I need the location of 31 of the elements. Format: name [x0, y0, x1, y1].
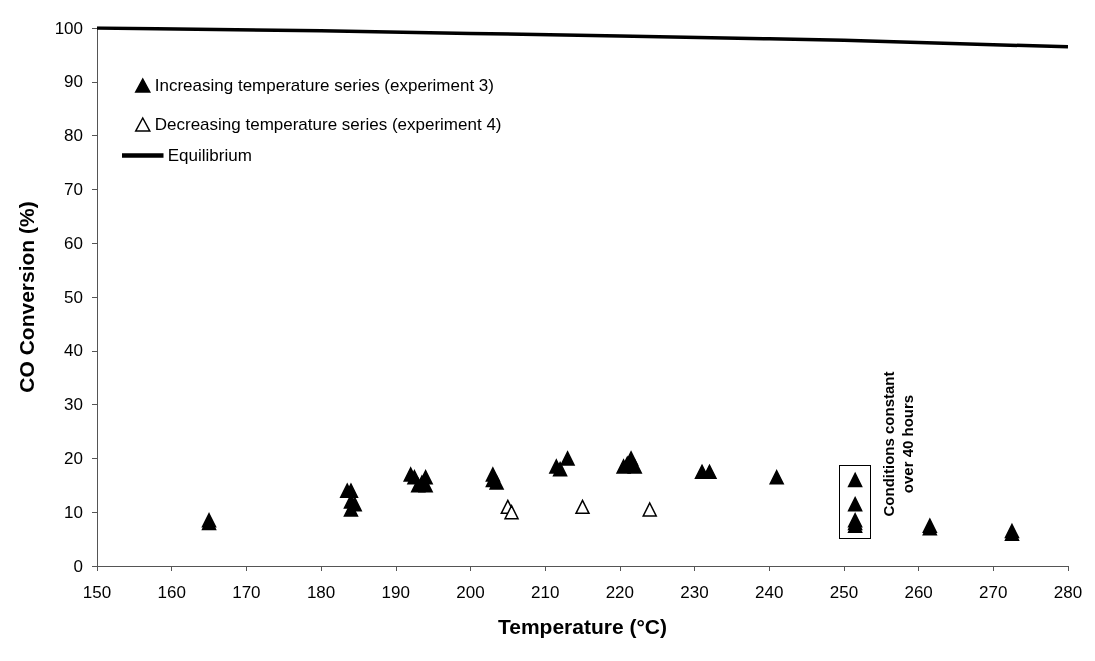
x-tick-label: 180: [306, 583, 336, 602]
x-tick-label: 220: [605, 583, 635, 602]
x-axis-title: Temperature (°C): [497, 615, 668, 638]
x-tick-label: 160: [157, 583, 186, 602]
annotation: Conditions constant over 40 hours: [879, 370, 918, 519]
x-tick-label: 270: [979, 583, 1008, 602]
y-tick-label: 70: [64, 179, 83, 199]
y-tick-label: 10: [64, 502, 83, 522]
x-tick-label: 250: [829, 583, 859, 602]
x-tick-label: 240: [755, 583, 784, 602]
legend-label: Decreasing temperature series (experiment 4): [154, 115, 502, 134]
legend-label: Increasing temperature series (experiment 3): [154, 76, 494, 95]
y-tick-label: 0: [73, 556, 83, 576]
y-tick-label: 60: [64, 233, 83, 253]
y-tick-label: 30: [64, 395, 83, 415]
y-axis-title: CO Conversion (%): [15, 201, 38, 393]
x-tick-label: 150: [82, 583, 112, 602]
x-tick-label: 170: [232, 583, 261, 602]
legend-label: Equilibrium: [167, 146, 252, 165]
y-tick-label: 80: [64, 126, 83, 146]
y-tick-label: 40: [64, 341, 83, 361]
x-tick-label: 230: [680, 583, 709, 602]
y-tick-label: 90: [64, 72, 83, 92]
x-tick-label: 200: [456, 583, 485, 602]
x-tick-label: 260: [904, 583, 933, 602]
x-tick-label: 210: [530, 583, 560, 602]
y-tick-label: 20: [64, 448, 83, 468]
x-tick-label: 280: [1053, 583, 1083, 602]
y-tick-label: 100: [54, 18, 83, 38]
y-tick-label: 50: [64, 287, 83, 307]
x-tick-label: 190: [381, 583, 410, 602]
